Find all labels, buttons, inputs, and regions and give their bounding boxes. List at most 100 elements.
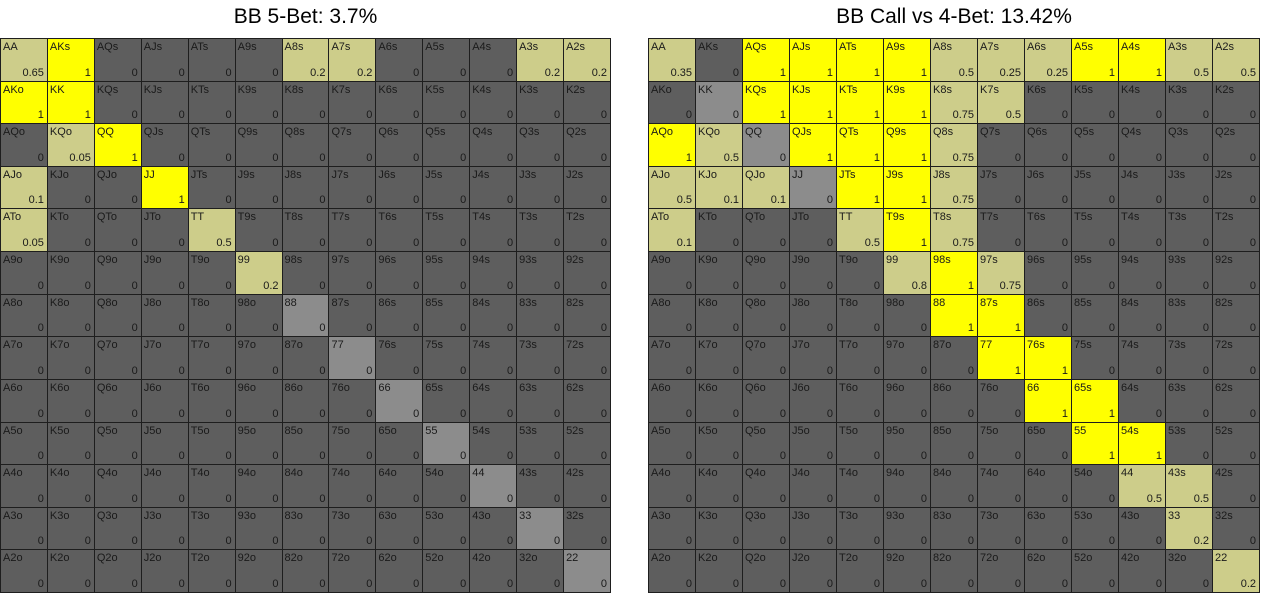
hand-frequency: 0.35 xyxy=(670,66,692,79)
hand-frequency: 0 xyxy=(37,450,44,463)
hand-frequency: 0.5 xyxy=(864,237,880,250)
hand-frequency: 0 xyxy=(600,407,607,420)
hand-cell: ATs 0 xyxy=(188,39,235,81)
hand-cell: J2o 0 xyxy=(141,550,188,592)
hand-frequency: 0 xyxy=(131,364,138,377)
hand-label: 86o xyxy=(284,381,303,394)
hand-label: 53s xyxy=(1168,424,1186,437)
hand-cell: A8s 0.2 xyxy=(282,39,329,81)
hand-cell: J3o 0 xyxy=(141,507,188,550)
hand-label: AJo xyxy=(651,168,670,181)
hand-cell: 83o 0 xyxy=(282,507,329,550)
hand-cell: Q6s 0 xyxy=(1025,124,1071,166)
hand-frequency: 0.5 xyxy=(1146,492,1162,505)
hand-label: 98o xyxy=(237,296,256,309)
hand-cell: T9o 0 xyxy=(837,252,883,294)
hand-label: A3s xyxy=(1168,41,1187,53)
hand-frequency: 0 xyxy=(967,450,974,463)
hand-frequency: 0 xyxy=(685,364,692,377)
hand-label: K4s xyxy=(472,83,492,96)
hand-frequency: 0 xyxy=(685,535,692,548)
hand-cell: Q2s 0 xyxy=(1213,124,1259,166)
hand-label: T7o xyxy=(839,339,858,352)
hand-frequency: 0 xyxy=(507,364,514,377)
hand-frequency: 0 xyxy=(272,237,279,250)
hand-frequency: 0 xyxy=(272,322,279,335)
hand-cell: T7o 0 xyxy=(837,337,883,379)
hand-label: Q9s xyxy=(237,126,258,139)
hand-frequency: 0 xyxy=(1202,194,1209,207)
hand-frequency: 0 xyxy=(225,66,232,79)
hand-frequency: 0 xyxy=(1202,407,1209,420)
hand-label: 93o xyxy=(237,509,256,522)
hand-frequency: 0 xyxy=(507,237,514,250)
hand-label: J4o xyxy=(143,467,162,480)
hand-frequency: 0.5 xyxy=(216,237,232,250)
hand-frequency: 0 xyxy=(225,151,232,164)
hand-frequency: 0 xyxy=(553,577,561,590)
hand-label: QQ xyxy=(96,126,114,139)
hand-frequency: 0 xyxy=(366,577,373,590)
hand-frequency: 0 xyxy=(319,322,326,335)
hand-frequency: 0 xyxy=(507,279,514,292)
hand-cell: 54o 0 xyxy=(423,465,470,507)
hand-cell: K8o 0 xyxy=(696,294,742,337)
hand-label: Q4o xyxy=(96,467,118,480)
hand-label: 64o xyxy=(378,467,397,480)
hand-label: KTo xyxy=(698,211,717,224)
hand-frequency: 0 xyxy=(553,279,561,292)
hand-cell: Q3s 0 xyxy=(1166,124,1212,166)
hand-label: JTo xyxy=(792,211,810,224)
hand-label: AKs xyxy=(698,41,719,53)
hand-label: 82s xyxy=(1215,296,1233,309)
hand-label: QJs xyxy=(143,126,164,139)
hand-frequency: 0 xyxy=(319,450,326,463)
hand-cell: K8s 0.75 xyxy=(931,81,977,124)
hand-cell: Q4s 0 xyxy=(1119,124,1165,166)
hand-frequency: 0 xyxy=(553,109,561,122)
hand-cell: A9s 0 xyxy=(235,39,282,81)
hand-cell: Q9s 0 xyxy=(235,124,282,166)
hand-frequency: 0 xyxy=(225,194,232,207)
hand-label: 94o xyxy=(237,467,256,480)
hand-label: J7o xyxy=(143,339,162,352)
hand-frequency: 0.1 xyxy=(28,194,44,207)
hand-label: Q4o xyxy=(745,467,766,480)
hand-label: 43s xyxy=(519,467,537,480)
hand-cell: Q5s 0 xyxy=(1072,124,1118,166)
hand-label: Q6o xyxy=(745,381,766,394)
hand-frequency: 0 xyxy=(873,577,880,590)
hand-frequency: 1 xyxy=(873,151,880,164)
hand-cell: J8s 0 xyxy=(282,166,329,209)
hand-cell: AKs 1 xyxy=(47,39,94,81)
hand-frequency: 1 xyxy=(37,109,44,122)
hand-frequency: 0 xyxy=(685,492,692,505)
hand-label: 43o xyxy=(472,509,491,522)
hand-cell: AQs 1 xyxy=(743,39,789,81)
hand-label: K8s xyxy=(284,83,304,96)
hand-frequency: 0 xyxy=(1202,577,1209,590)
hand-label: AQo xyxy=(651,126,674,139)
hand-label: T3s xyxy=(519,211,538,224)
hand-frequency: 0 xyxy=(37,577,44,590)
hand-cell: A4s 0 xyxy=(470,39,517,81)
hand-cell: J5s 0 xyxy=(1072,166,1118,209)
hand-label: A9s xyxy=(886,41,905,53)
hand-label: 75s xyxy=(425,339,444,352)
hand-frequency: 0 xyxy=(1202,109,1209,122)
hand-cell: T9s 1 xyxy=(884,209,930,252)
hand-label: 87o xyxy=(933,339,952,352)
hand-cell: K7o 0 xyxy=(47,337,94,379)
hand-cell: 84o 0 xyxy=(931,465,977,507)
hand-frequency: 0 xyxy=(413,151,420,164)
hand-cell: AQo 0 xyxy=(1,124,47,166)
hand-cell: 74s 0 xyxy=(1119,337,1165,379)
hand-frequency: 0 xyxy=(826,237,833,250)
hand-frequency: 0 xyxy=(1249,109,1256,122)
hand-frequency: 0 xyxy=(826,407,833,420)
hand-label: 72o xyxy=(331,552,350,565)
hand-frequency: 0 xyxy=(826,279,833,292)
hand-label: T3o xyxy=(190,509,210,522)
hand-frequency: 0 xyxy=(272,364,279,377)
hand-frequency: 0 xyxy=(779,237,786,250)
